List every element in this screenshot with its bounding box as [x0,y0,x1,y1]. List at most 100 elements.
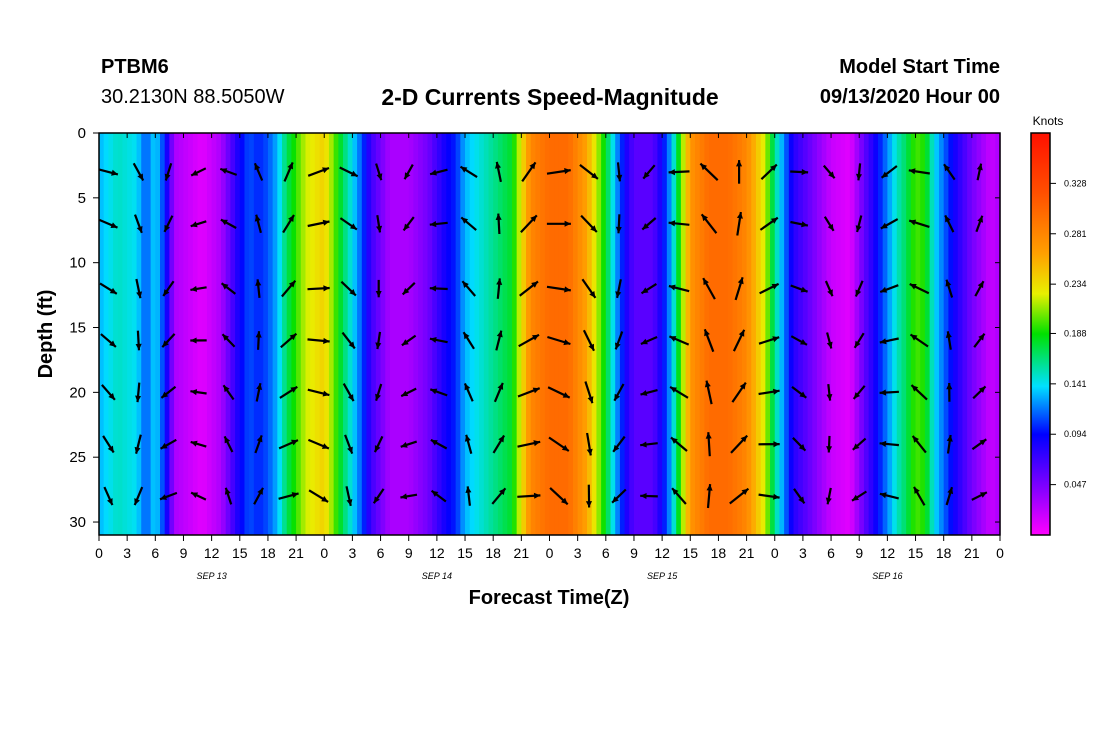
heatmap-cell [338,133,344,535]
current-arrow-head [322,219,330,226]
current-arrow-head [190,337,197,344]
current-arrow-head [586,448,593,456]
heatmap-cell [788,133,795,535]
current-arrow-head [401,390,409,397]
heatmap-cell [877,133,884,535]
heatmap-cell [760,133,766,535]
current-arrow-head [668,284,676,291]
current-arrow-head [254,163,261,171]
heatmap-cell [910,133,917,535]
current-arrow-head [322,167,329,174]
date-label: SEP 13 [197,571,227,581]
heatmap-cell [765,133,771,535]
current-arrow-head [256,435,263,443]
heatmap-cell [558,133,565,535]
heatmap-cell [619,133,626,535]
current-arrow-head [945,279,952,287]
current-arrow-head [256,383,263,390]
heatmap-cell [418,133,424,535]
heatmap-cell [474,133,480,535]
current-arrow-head [945,215,951,223]
current-arrow-head [323,285,330,292]
heatmap-cell [244,133,250,535]
heatmap-cell [577,133,583,535]
current-arrow-head [978,386,986,393]
current-arrow-head [640,390,648,396]
y-tick-label: 5 [78,190,86,207]
current-arrow-head [879,389,887,396]
current-arrow-head [431,490,439,497]
heatmap-cell [502,133,508,535]
heatmap-cell [990,133,996,535]
heatmap-cell [587,133,593,535]
heatmap-cell [235,133,241,535]
heatmap-cell [948,133,954,535]
current-arrow-head [773,441,780,448]
heatmap-cell [821,133,827,535]
current-arrow-head [291,492,299,498]
current-arrow-head [290,386,298,393]
x-tick-label: 3 [574,545,582,561]
current-arrow-head [914,486,920,494]
current-arrow-head [495,161,501,169]
heatmap-cell [985,133,992,535]
x-tick-label: 0 [996,545,1004,561]
heatmap-cell [831,133,837,535]
heatmap-cell [113,133,119,535]
current-arrow-head [643,171,650,179]
heatmap-cell [441,133,447,535]
heatmap-cell [347,133,353,535]
heatmap-cell [352,133,358,535]
heatmap-cell [943,133,949,535]
heatmap-cell [493,133,499,535]
heatmap-cell [826,133,832,535]
colorbar-tick-label: 0.328 [1064,178,1087,188]
heatmap-cell [286,133,292,535]
current-arrow-head [909,219,917,226]
heatmap-cell [802,133,809,535]
heatmap-cell [526,133,532,535]
y-tick-label: 0 [78,125,86,142]
current-arrow-head [977,281,984,289]
heatmap-cell [709,133,715,535]
current-arrow-head [224,487,231,495]
current-arrow-head [640,493,647,499]
colorbar-scale [1030,132,1051,536]
heatmap-cell [296,133,302,535]
heatmap-cell [774,133,781,535]
speed-heatmap [99,133,1001,535]
heatmap-cell [718,133,724,535]
heatmap-cell [563,133,569,535]
current-arrow-head [461,217,469,224]
current-arrow-head [376,173,383,181]
heatmap-cell [666,133,673,535]
current-arrow-head [404,172,411,180]
heatmap-cell [892,133,898,535]
current-arrow-head [223,385,230,393]
current-arrow-head [740,435,748,443]
current-arrow-head [109,340,116,347]
heatmap-cell [699,133,705,535]
x-tick-label: 9 [180,545,188,561]
heatmap-cell [924,133,931,535]
current-arrow-head [615,342,621,350]
current-arrow-head [668,169,675,176]
x-tick-label: 21 [514,545,530,561]
current-arrow-head [134,498,140,506]
current-arrow-head [561,497,568,505]
current-arrow-head [288,280,296,288]
heatmap-cell [516,133,522,535]
current-arrow-head [588,343,594,351]
current-arrow-head [856,173,862,181]
heatmap-cell [934,133,940,535]
current-arrow-head [163,289,170,296]
heatmap-cell [793,133,799,535]
heatmap-cell [117,133,124,535]
current-arrow-head [947,487,954,495]
x-tick-label: 12 [880,545,896,561]
current-arrow-head [532,387,540,394]
heatmap-cell [127,133,133,535]
current-arrow-head [612,496,619,503]
heatmap-cell [601,133,607,535]
x-tick-label: 6 [151,545,159,561]
